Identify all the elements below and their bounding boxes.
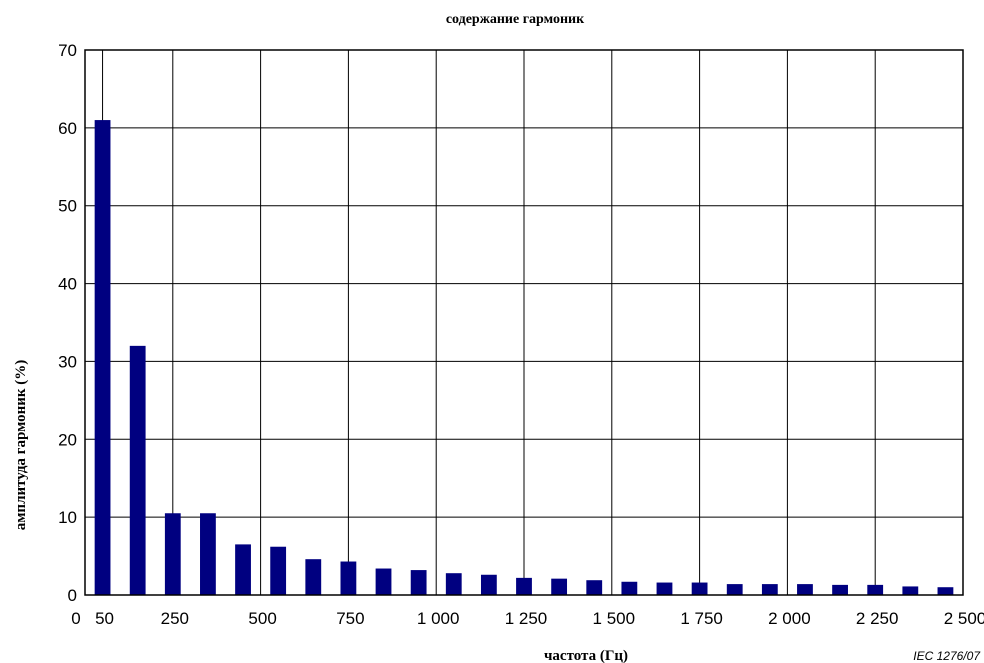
grid (85, 50, 963, 595)
bar (797, 584, 813, 595)
x-tick-label: 1 250 (505, 609, 548, 628)
bar (691, 582, 708, 595)
chart-title: содержание гармоник (446, 12, 585, 27)
y-ticks: 0 10 20 30 40 50 60 70 (58, 41, 77, 605)
bar (761, 584, 778, 595)
bar (902, 586, 919, 595)
y-tick-label: 10 (58, 508, 77, 527)
x-tick-label: 750 (336, 609, 364, 628)
bar (200, 513, 216, 595)
bar (551, 578, 568, 595)
bar (656, 582, 673, 595)
bars (94, 120, 954, 596)
bar (340, 561, 357, 595)
y-tick-label: 60 (58, 119, 77, 138)
x-tick-label: 500 (248, 609, 276, 628)
x-tick-label: 2 250 (856, 609, 899, 628)
bar (129, 345, 146, 595)
x-tick-label: 2 500 (944, 609, 984, 628)
x-tick-label: 2 000 (768, 609, 811, 628)
bar (94, 120, 111, 596)
bar (586, 580, 603, 595)
plot-frame (84, 49, 964, 596)
bar (235, 544, 251, 595)
bar (480, 574, 497, 595)
bar (375, 568, 392, 595)
y-axis-label: амплитуда гармоник (%) (13, 360, 29, 531)
x-tick-label: 50 (95, 609, 114, 628)
x-tick-label: 0 (71, 609, 80, 628)
y-tick-label: 20 (58, 430, 77, 449)
bar (410, 570, 427, 595)
y-tick-label: 0 (68, 586, 77, 605)
x-tick-label: 1 750 (680, 609, 723, 628)
bar (832, 584, 848, 595)
bar (445, 573, 462, 595)
x-axis-label: частота (Гц) (544, 648, 628, 663)
bar (937, 587, 954, 595)
x-tick-label: 250 (161, 609, 189, 628)
source-label: IEC 1276/07 (913, 649, 981, 663)
x-ticks: 0 50 250 500 750 1 000 1 250 1 500 1 750 2 000 2 2… (71, 609, 984, 628)
bar (164, 513, 181, 595)
bar (726, 584, 743, 595)
y-tick-label: 50 (58, 197, 77, 216)
y-tick-label: 40 (58, 275, 77, 294)
x-tick-label: 1 500 (593, 609, 636, 628)
y-tick-label: 70 (58, 41, 77, 60)
x-tick-label: 1 000 (417, 609, 460, 628)
bar (305, 559, 322, 595)
bar (270, 546, 287, 595)
y-tick-label: 30 (58, 352, 77, 371)
bar (867, 584, 884, 595)
bar (621, 581, 638, 595)
bar (516, 577, 532, 595)
